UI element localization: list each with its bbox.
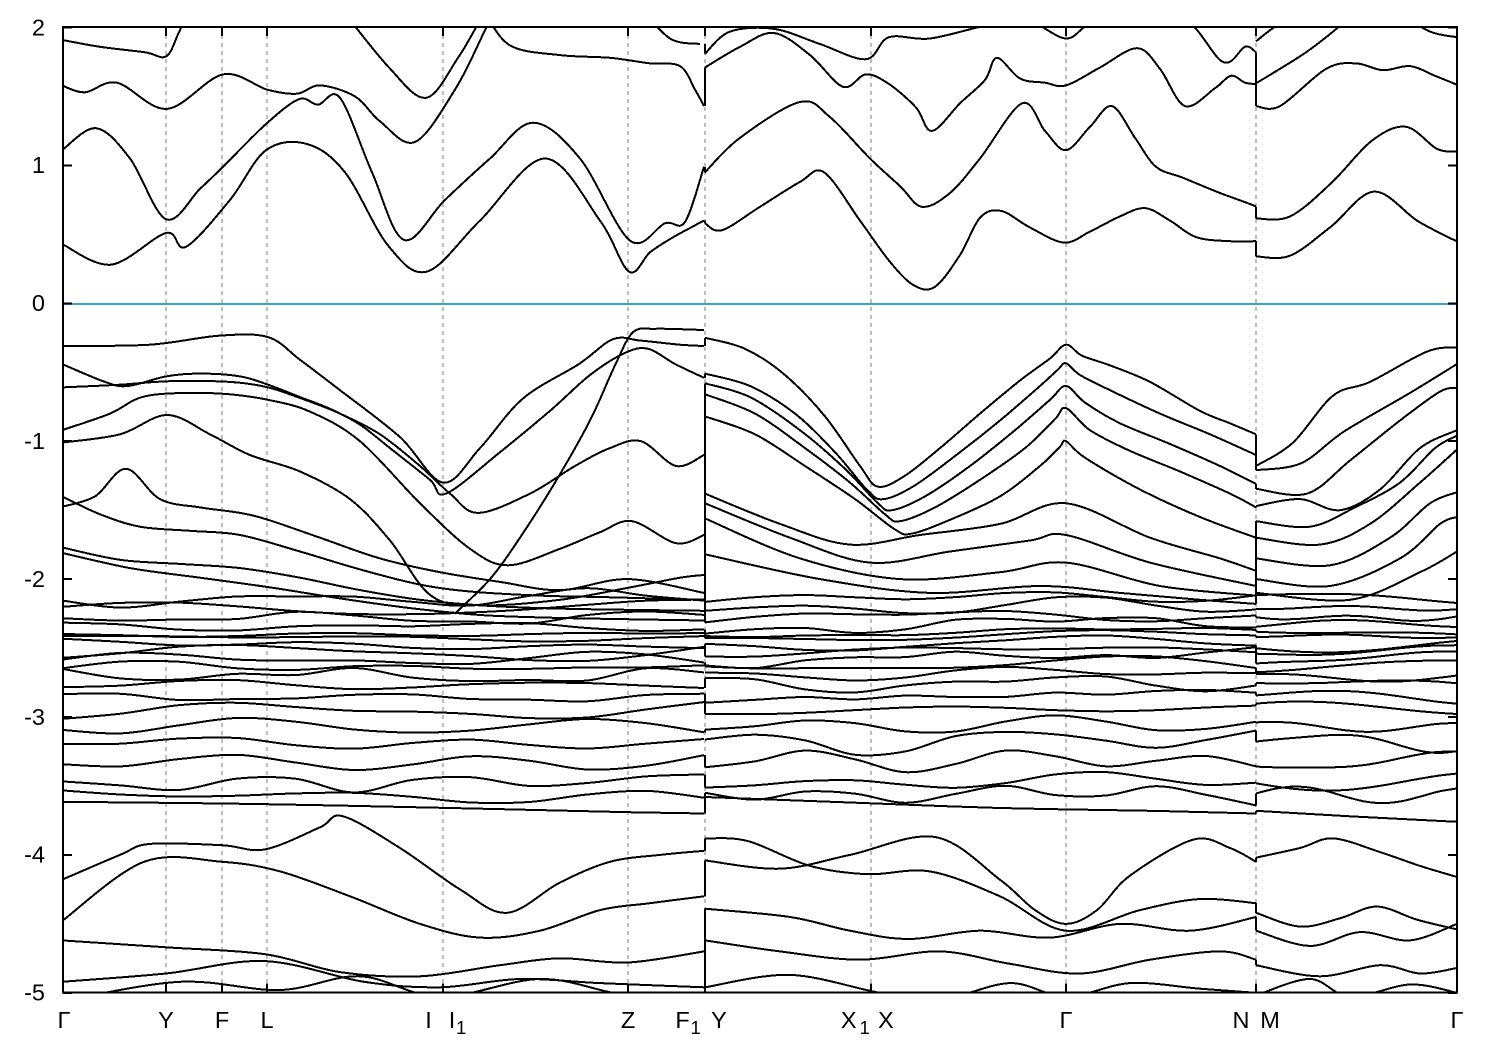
svg-text:0: 0 — [32, 290, 45, 316]
svg-text:-3: -3 — [24, 704, 45, 730]
svg-text:Γ: Γ — [58, 1007, 71, 1033]
svg-text:1: 1 — [860, 1017, 870, 1038]
svg-text:M: M — [1260, 1007, 1280, 1033]
svg-text:I: I — [425, 1007, 432, 1033]
svg-text:-2: -2 — [24, 566, 45, 592]
svg-text:1: 1 — [456, 1017, 466, 1038]
svg-text:-1: -1 — [24, 428, 45, 454]
svg-text:F: F — [675, 1007, 689, 1033]
svg-text:Z: Z — [621, 1007, 635, 1033]
svg-text:X: X — [878, 1007, 894, 1033]
svg-text:1: 1 — [691, 1017, 701, 1038]
svg-text:Γ: Γ — [1060, 1007, 1073, 1033]
svg-text:-5: -5 — [24, 980, 45, 1006]
svg-text:I: I — [449, 1007, 456, 1033]
svg-text:1: 1 — [32, 152, 45, 178]
svg-text:N: N — [1233, 1007, 1250, 1033]
svg-text:-4: -4 — [24, 842, 45, 868]
svg-text:X: X — [841, 1007, 857, 1033]
svg-text:Y: Y — [158, 1007, 174, 1033]
svg-text:2: 2 — [32, 14, 45, 40]
svg-text:Y: Y — [711, 1007, 727, 1033]
svg-text:Γ: Γ — [1451, 1007, 1464, 1033]
svg-text:F: F — [215, 1007, 229, 1033]
svg-text:L: L — [260, 1007, 273, 1033]
